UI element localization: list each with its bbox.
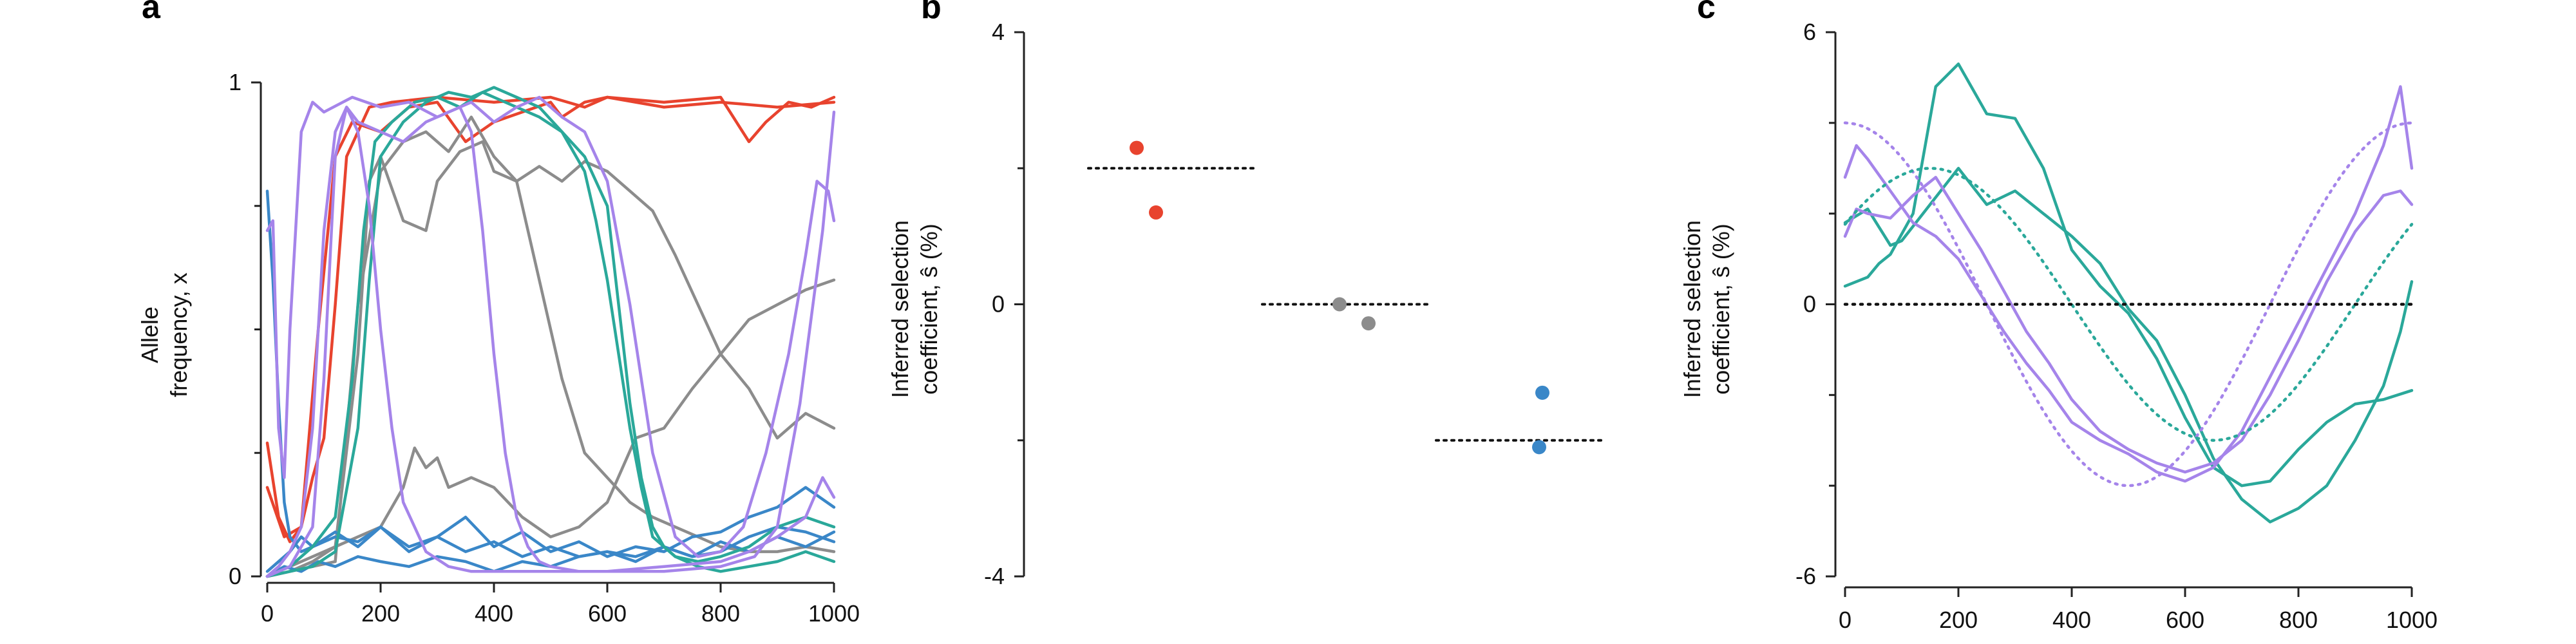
panel-c-true-curve-sin (1843, 167, 2414, 442)
panel-a-x-tick-label: 1000 (808, 600, 860, 627)
panel-b-point-blue (1535, 385, 1549, 400)
panel-b-point-red (1149, 205, 1163, 220)
panel-c-inferred-curve-purple (1843, 85, 2414, 483)
panel-a-axes: 0 200 400 600 800 1000 0 1 (229, 69, 860, 627)
panel-a-x-tick-label: 600 (588, 600, 627, 627)
panel-a-allele-frequency: Allele frequency, x 0 200 400 600 800 1000 0 1 (137, 69, 860, 627)
panel-c-ylabel-line1: Inferred selection (1679, 220, 1705, 398)
panel-a-x-tick-label: 800 (701, 600, 740, 627)
panel-c-y-tick-label: 0 (1803, 291, 1816, 317)
panel-c-y-tick-label: 6 (1803, 19, 1816, 45)
panel-b-ylabel-line1: Inferred selection (887, 220, 913, 398)
panel-b-point-gray (1361, 316, 1376, 331)
panel-c-inferred-curve-teal (1843, 62, 2414, 488)
panel-a-trajectory-purple (265, 95, 836, 578)
panel-a-ylabel-line1: Allele (137, 307, 163, 363)
panel-b-point-red (1130, 140, 1144, 155)
panel-b-y-tick-label: 4 (992, 19, 1005, 45)
panel-a-trajectory-red (265, 95, 836, 538)
panel-a-y-tick-label: 0 (229, 563, 242, 589)
panel-label-c: c (1697, 0, 1716, 26)
panel-c-inferred-curve-purple (1843, 176, 2414, 474)
panel-a-trajectory-teal (265, 91, 836, 578)
panel-b-selection-scatter: Inferred selection coefficient, ŝ (%) 4 0… (887, 19, 1605, 589)
panel-c-x-tick-label: 200 (1939, 607, 1978, 633)
panel-a-trajectory-purple (265, 95, 836, 573)
panel-b-axes: 4 0 -4 (984, 19, 1025, 589)
panel-b-ylabel-line2: coefficient, ŝ (%) (916, 223, 942, 394)
panel-c-ylabel-line2: coefficient, ŝ (%) (1708, 223, 1734, 394)
panel-b-point-gray (1332, 297, 1347, 312)
panel-c-axes: 0 200 400 600 800 1000 6 0 -6 (1795, 19, 2438, 633)
panel-c-x-tick-label: 1000 (2386, 607, 2438, 633)
panel-b-y-tick-label: 0 (992, 291, 1005, 317)
panel-c-x-tick-label: 400 (2052, 607, 2091, 633)
panel-b-y-tick-label: -4 (984, 563, 1005, 589)
panel-a-y-tick-label: 1 (229, 69, 242, 95)
panel-a-trajectory-red (265, 95, 836, 544)
panel-c-x-tick-label: 800 (2279, 607, 2318, 633)
panel-a-trajectory-blue (265, 530, 836, 578)
panel-c-inferred-curve-teal (1843, 167, 2414, 524)
panel-a-ylabel-line2: frequency, x (166, 272, 192, 397)
panel-label-b: b (921, 0, 942, 26)
panel-c-time-varying-selection: Inferred selection coefficient, ŝ (%) 0 2… (1679, 19, 2438, 633)
panel-c-y-tick-label: -6 (1795, 563, 1816, 589)
panel-a-trajectories (265, 86, 836, 578)
panel-c-curves (1843, 62, 2414, 524)
panel-a-x-tick-label: 0 (261, 600, 274, 627)
panel-c-x-tick-label: 600 (2166, 607, 2204, 633)
panel-a-x-tick-label: 400 (475, 600, 513, 627)
panel-a-x-tick-label: 200 (361, 600, 400, 627)
panel-label-a: a (142, 0, 161, 26)
panel-a-trajectory-purple (265, 106, 836, 578)
panel-a-trajectory-blue (265, 486, 836, 573)
panel-b-points (1087, 140, 1605, 455)
panel-b-point-blue (1532, 440, 1546, 455)
panel-c-x-tick-label: 0 (1839, 607, 1852, 633)
